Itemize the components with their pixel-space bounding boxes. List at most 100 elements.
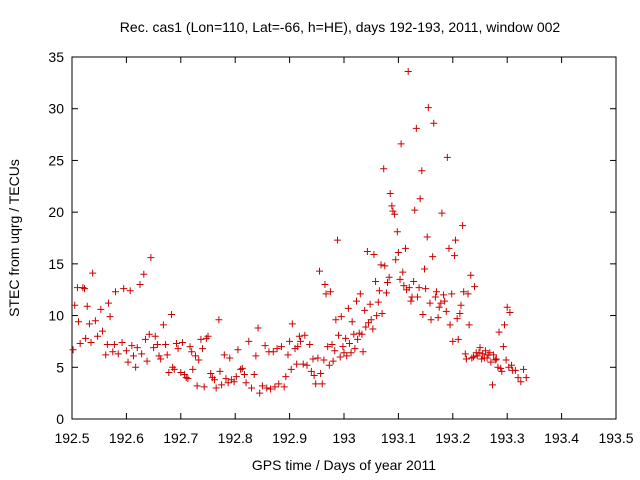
data-point [492, 355, 500, 363]
data-point [174, 345, 182, 353]
data-point [400, 282, 408, 290]
data-point [415, 284, 423, 292]
data-point [497, 364, 505, 372]
data-point [511, 366, 519, 374]
data-point [153, 341, 161, 349]
data-point [245, 337, 253, 345]
data-point [112, 288, 120, 296]
data-point [317, 369, 325, 377]
x-tick-label: 193.4 [544, 430, 579, 446]
data-point [427, 316, 435, 324]
data-point [232, 373, 240, 381]
data-point [366, 300, 374, 308]
data-point [222, 375, 230, 383]
data-point [293, 360, 301, 368]
data-point [128, 342, 136, 350]
data-point [423, 233, 431, 241]
data-point [238, 364, 246, 372]
data-point [367, 316, 375, 324]
data-point [465, 321, 473, 329]
data-point [124, 358, 132, 366]
data-point [310, 372, 318, 380]
y-tick-label: 30 [48, 101, 64, 117]
chart-title: Rec. cas1 (Lon=110, Lat=-66, h=HE), days… [120, 19, 561, 35]
data-point [391, 210, 399, 218]
data-point [294, 343, 302, 351]
data-point [517, 378, 525, 386]
data-point [500, 321, 508, 329]
y-tick-label: 5 [56, 359, 64, 375]
data-point [320, 356, 328, 364]
data-point [404, 67, 412, 75]
data-point [109, 348, 117, 356]
data-point [132, 363, 140, 371]
data-point [449, 337, 457, 345]
data-point [412, 124, 420, 132]
data-point [469, 353, 477, 361]
data-point [252, 352, 260, 360]
data-point [467, 271, 475, 279]
data-point [454, 335, 462, 343]
data-point [457, 301, 465, 309]
data-point [363, 247, 371, 255]
data-point [392, 256, 400, 264]
data-point [140, 270, 148, 278]
data-point [250, 371, 258, 379]
data-point [178, 338, 186, 346]
data-point [416, 195, 424, 203]
data-point [464, 290, 472, 298]
data-point [242, 379, 250, 387]
data-point [91, 317, 99, 325]
data-point [103, 341, 111, 349]
data-point [159, 321, 167, 329]
data-point [248, 384, 256, 392]
data-point [359, 348, 367, 356]
y-tick-label: 25 [48, 152, 64, 168]
data-point [381, 262, 389, 270]
data-point [438, 209, 446, 217]
data-point [413, 293, 421, 301]
data-point [218, 381, 226, 389]
data-point [277, 343, 285, 351]
data-point [356, 290, 364, 298]
data-point [448, 290, 456, 298]
data-point [106, 313, 114, 321]
data-point [288, 320, 296, 328]
data-point [309, 355, 317, 363]
data-point [378, 310, 386, 318]
data-point [287, 365, 295, 373]
data-point [441, 297, 449, 305]
data-point [351, 345, 359, 353]
data-point [326, 288, 334, 296]
data-point [384, 278, 392, 286]
data-point [97, 305, 105, 313]
data-point [405, 284, 413, 292]
data-point [475, 349, 483, 357]
data-point [314, 354, 322, 362]
data-point [79, 284, 87, 292]
data-point [267, 385, 275, 393]
data-point [490, 351, 498, 359]
x-tick-label: 193.1 [381, 430, 416, 446]
x-tick-label: 193 [332, 430, 356, 446]
data-point [358, 330, 366, 338]
data-point [410, 277, 418, 285]
data-point [282, 373, 290, 381]
data-point [122, 347, 130, 355]
data-point [234, 346, 242, 354]
data-point [336, 353, 344, 361]
data-point [126, 287, 134, 295]
data-point [273, 345, 281, 353]
data-point [200, 383, 208, 391]
data-point [254, 324, 262, 332]
data-point [269, 348, 277, 356]
data-point [453, 315, 461, 323]
y-tick-label: 0 [56, 411, 64, 427]
data-point [224, 379, 232, 387]
x-tick-label: 192.6 [109, 430, 144, 446]
data-point [299, 360, 307, 368]
data-point [110, 341, 118, 349]
data-point [102, 351, 110, 359]
data-point [75, 318, 83, 326]
